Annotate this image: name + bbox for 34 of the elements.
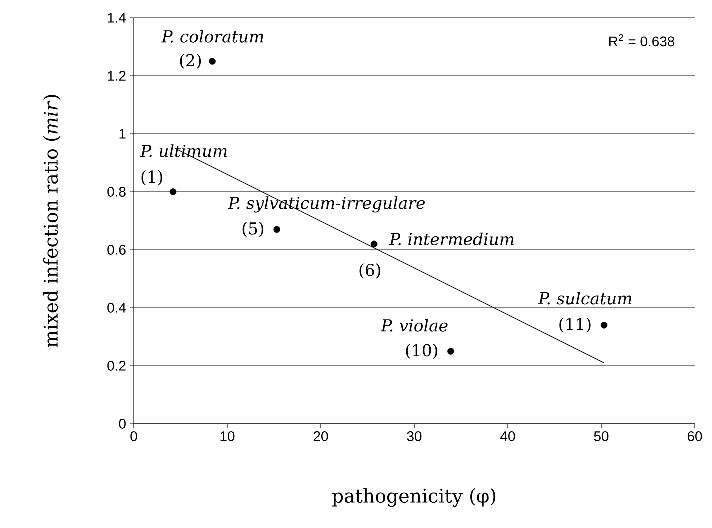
x-axis-title: pathogenicity (φ) — [332, 488, 496, 508]
y-tick-label: 1.4 — [108, 13, 126, 23]
x-tick-label: 40 — [500, 432, 516, 442]
point — [600, 322, 608, 329]
x-tick-label: 10 — [220, 432, 235, 442]
y-tick-label: 0.4 — [108, 303, 126, 313]
x-tick-label: 50 — [594, 432, 609, 442]
y-tick-label: 1 — [120, 129, 126, 139]
point — [448, 348, 454, 355]
annotation: P. violae — [380, 319, 448, 332]
x-tick-label: 0 — [130, 432, 138, 442]
annotation: (10) — [406, 344, 438, 360]
annotation: (11) — [560, 318, 591, 333]
annotation: P. sulcatum — [538, 292, 632, 305]
y-tick-label: 0.8 — [108, 187, 126, 197]
point — [370, 240, 378, 248]
y-axis-title: mixed infection ratio (mir) — [43, 95, 61, 348]
x-tick-label: 20 — [314, 432, 328, 442]
annotation: (6) — [360, 264, 380, 279]
y-tick-label: 0 — [119, 419, 126, 429]
y-tick-label: 0.2 — [108, 361, 126, 371]
annotation: (2) — [180, 54, 202, 70]
annotation: (5) — [242, 222, 264, 238]
point — [170, 188, 177, 196]
y-tick-label: 0.6 — [108, 245, 126, 255]
annotation: (1) — [142, 170, 162, 186]
annotation: P. coloratum — [162, 30, 264, 43]
point — [274, 226, 280, 234]
y-tick-label: 1.2 — [108, 71, 126, 81]
point — [209, 58, 216, 65]
x-tick-label: 30 — [407, 432, 422, 442]
x-tick-label: 60 — [688, 432, 702, 442]
annotation: P. intermedium — [389, 232, 514, 246]
annotation: R$^{2}$ = 0.638 — [610, 34, 675, 47]
